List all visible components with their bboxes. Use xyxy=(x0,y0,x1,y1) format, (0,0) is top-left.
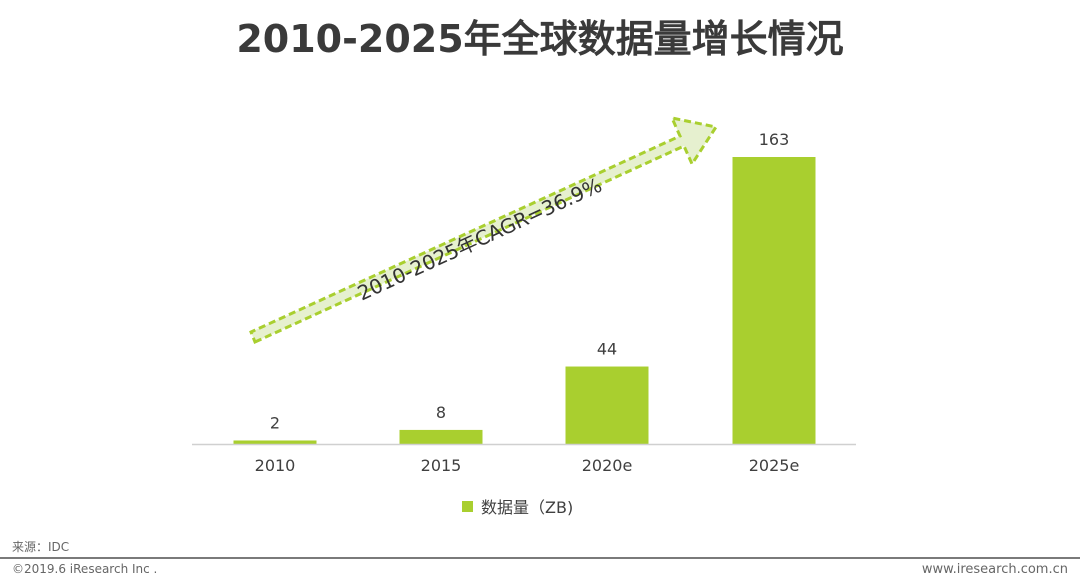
website-link[interactable]: www.iresearch.com.cn xyxy=(921,562,1068,577)
x-tick-labels: 2010 2015 2020e 2025e xyxy=(255,456,800,475)
legend-label: 数据量（ZB) xyxy=(481,498,574,517)
bar-2025e xyxy=(732,157,816,444)
legend: 数据量（ZB) xyxy=(462,494,573,518)
cagr-arrow: 2010-2025年CAGR=36.9% xyxy=(249,115,719,345)
cagr-arrow-shape xyxy=(249,115,719,345)
cagr-annotation: 2010-2025年CAGR=36.9% xyxy=(354,173,606,306)
bar-2015 xyxy=(399,429,483,444)
data-labels-layer: 2 8 44 163 xyxy=(270,130,789,432)
bar-2020e xyxy=(565,366,649,444)
data-label-2010: 2 xyxy=(270,413,280,432)
bar-2010 xyxy=(233,440,317,444)
x-tick-2025e: 2025e xyxy=(749,456,800,475)
x-tick-2015: 2015 xyxy=(421,456,462,475)
chart-title: 2010-2025年全球数据量增长情况 xyxy=(236,17,844,61)
footer-divider xyxy=(0,557,1080,559)
data-label-2025e: 163 xyxy=(759,130,790,149)
data-label-2020e: 44 xyxy=(597,340,617,359)
bars-layer xyxy=(233,157,816,444)
x-tick-2010: 2010 xyxy=(255,456,296,475)
x-tick-2020e: 2020e xyxy=(582,456,633,475)
data-label-2015: 8 xyxy=(436,403,446,422)
copyright-text: ©2019.6 iResearch Inc . xyxy=(12,562,158,576)
source-note: 来源：IDC xyxy=(12,540,70,554)
legend-swatch xyxy=(462,500,473,512)
